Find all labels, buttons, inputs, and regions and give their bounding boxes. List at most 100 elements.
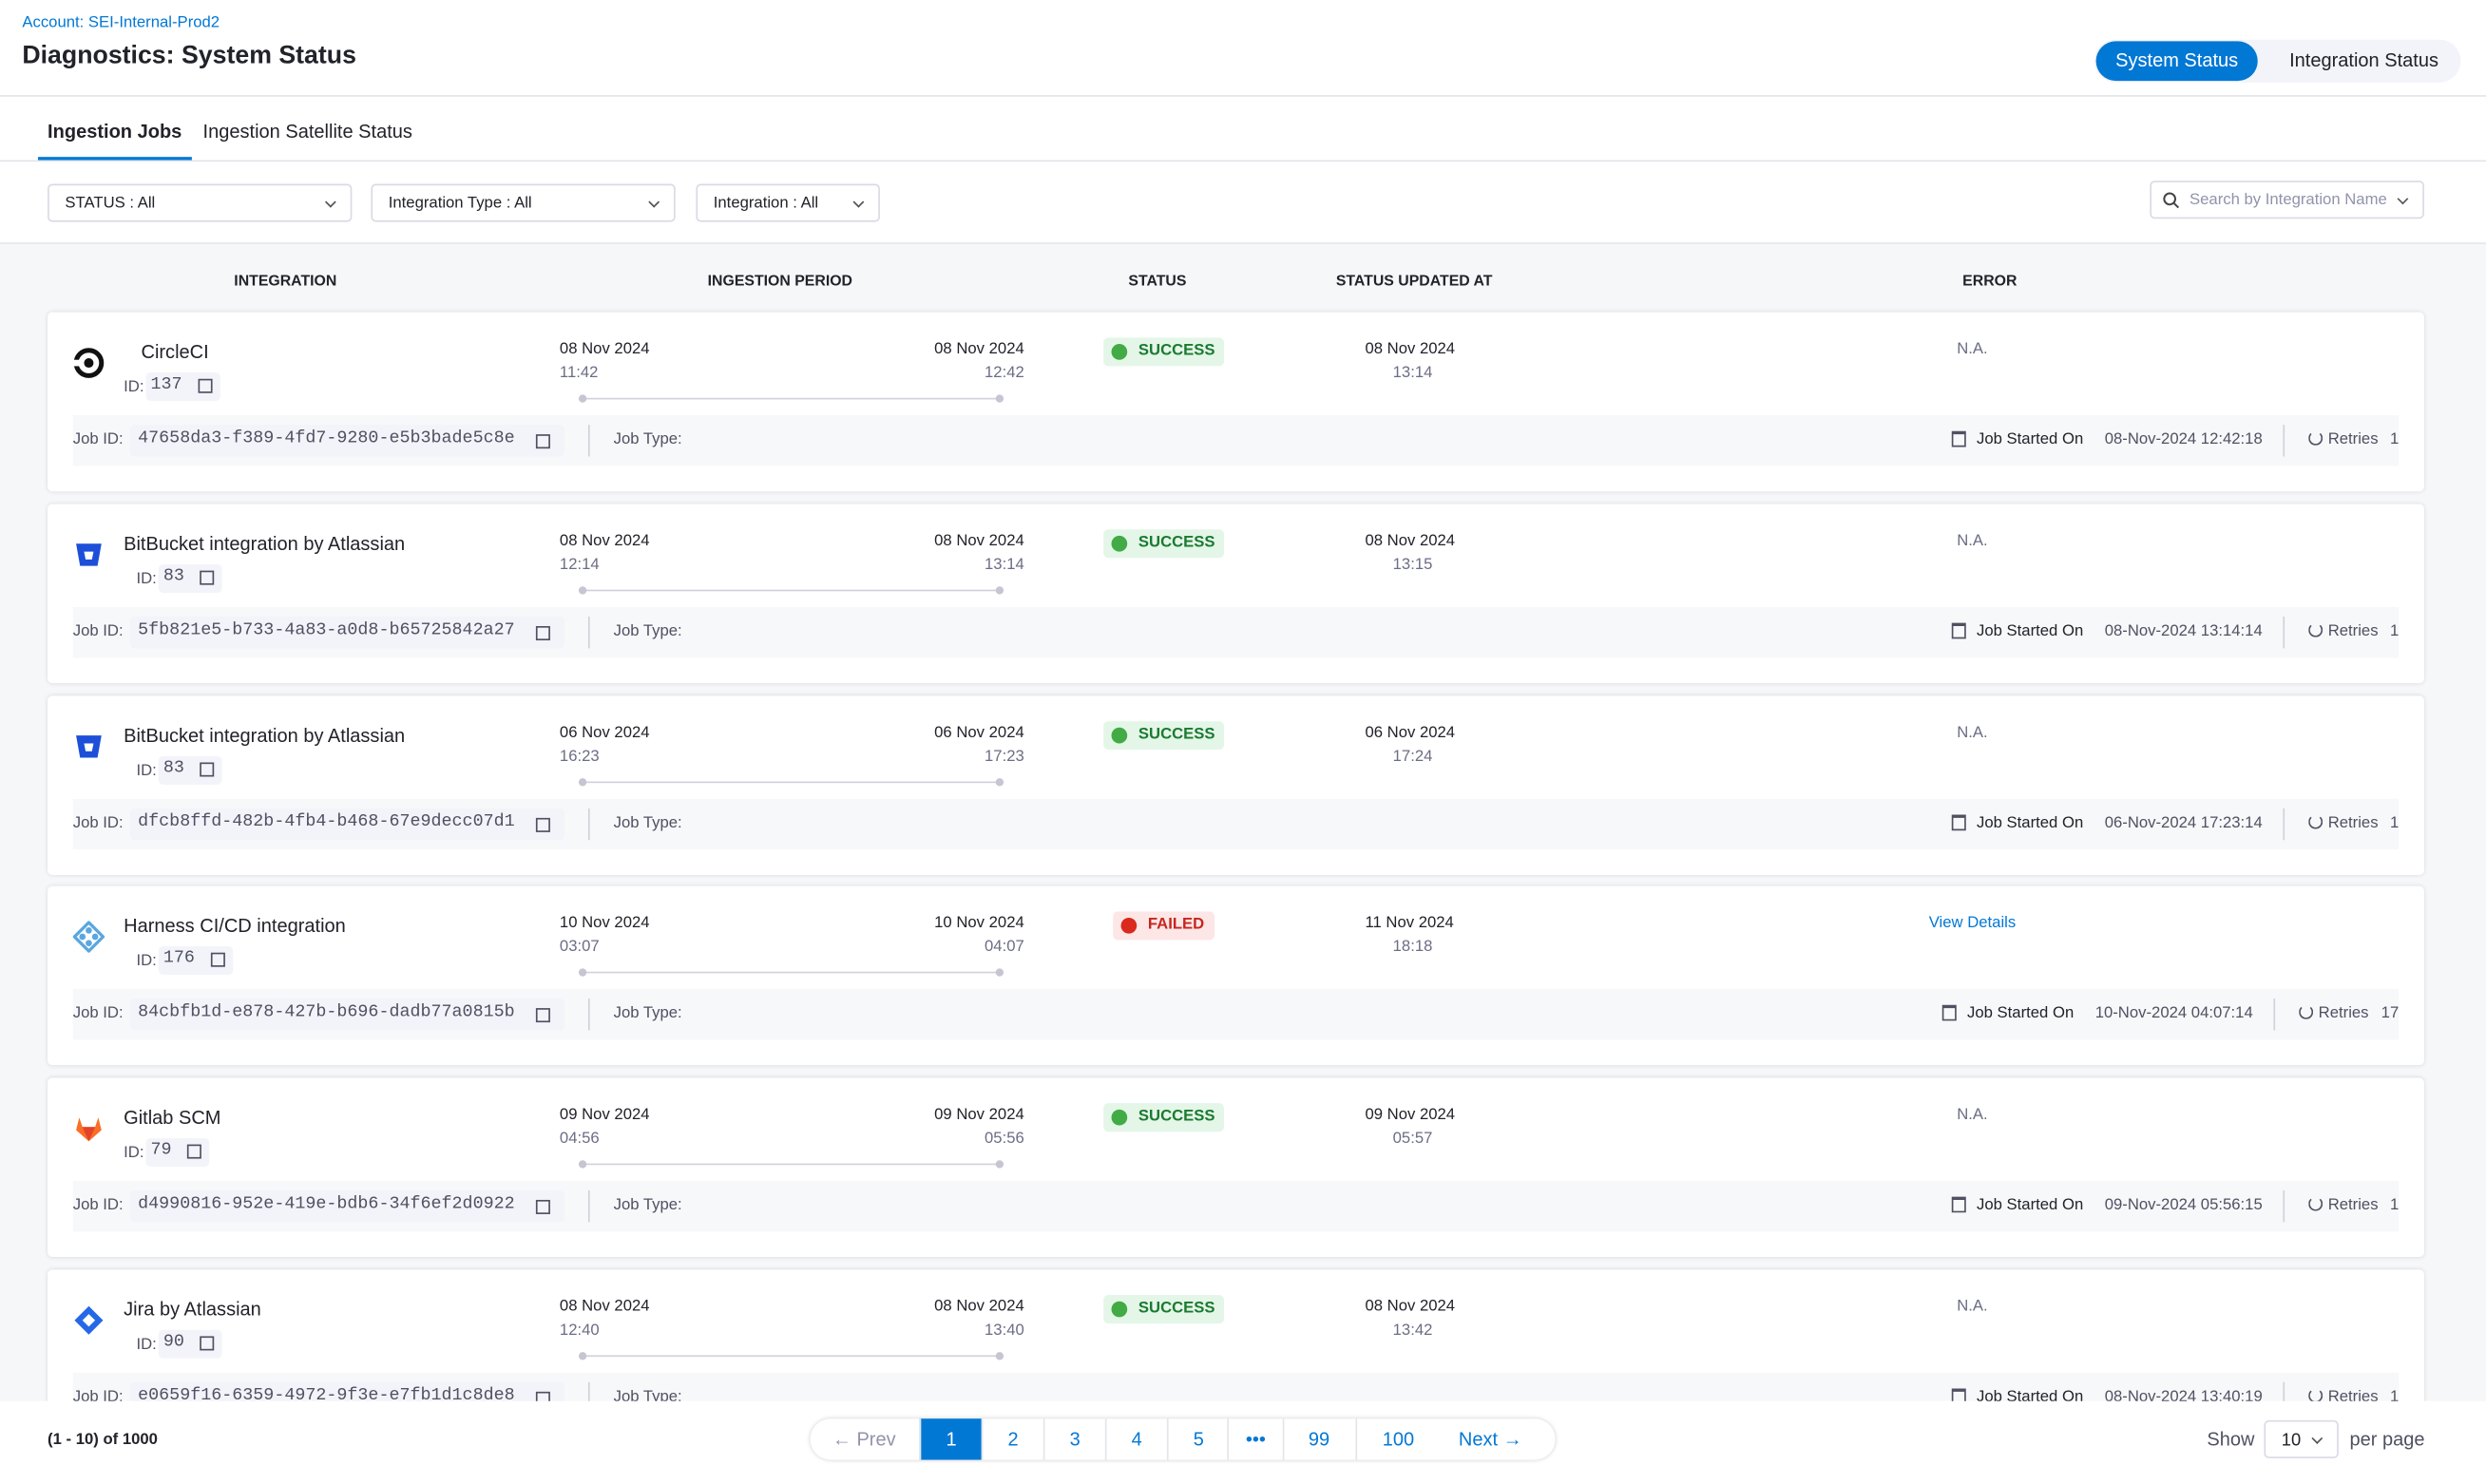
page-button[interactable]: 100 xyxy=(1355,1418,1439,1460)
divider xyxy=(2283,425,2285,457)
started-on: 09-Nov-2024 05:56:15 xyxy=(2104,1196,2263,1215)
id-value: 79 xyxy=(150,1141,172,1161)
integration-name: Harness CI/CD integration xyxy=(124,915,346,938)
integration-icon xyxy=(72,348,105,378)
job-id: 84cbfb1d-e878-427b-b696-dadb77a0815b xyxy=(138,1003,515,1023)
integration-name: BitBucket integration by Atlassian xyxy=(124,532,406,555)
job-id: d4990816-952e-419e-bdb6-34f6ef2d0922 xyxy=(138,1195,515,1215)
column-header: INTEGRATION xyxy=(234,272,337,291)
id-chip: 176 xyxy=(158,946,234,976)
job-id: dfcb8ffd-482b-4fb4-b468-67e9decc07d1 xyxy=(138,812,515,832)
toggle: System Status Integration Status xyxy=(2094,39,2461,83)
copy-icon xyxy=(535,1391,550,1401)
start-date: 09 Nov 2024 xyxy=(559,1106,650,1125)
calendar-icon xyxy=(1951,813,1966,830)
next-button[interactable]: Next → xyxy=(1458,1428,1522,1451)
divider xyxy=(587,999,590,1032)
job-card: Harness CI/CD integration ID: 176 10 Nov 20… xyxy=(48,886,2424,1066)
pagination-bar: (1 - 10) of 1000 ← Prev Next → Show 10 p… xyxy=(0,1400,2486,1484)
job-details: Job ID: dfcb8ffd-482b-4fb4-b468-67e9decc0… xyxy=(72,798,2399,849)
end-time: 13:40 xyxy=(985,1322,1024,1340)
page-button[interactable]: 3 xyxy=(1042,1418,1105,1460)
toggle-button[interactable]: Integration Status xyxy=(2289,48,2439,72)
end-date: 08 Nov 2024 xyxy=(934,340,1024,359)
integration-name: CircleCI xyxy=(141,340,209,364)
tab[interactable]: Ingestion Jobs xyxy=(38,97,192,161)
updated-time: 13:14 xyxy=(1392,364,1433,383)
start-date: 08 Nov 2024 xyxy=(559,532,650,550)
toggle-button[interactable]: System Status xyxy=(2095,41,2258,82)
page-button[interactable]: 5 xyxy=(1166,1418,1229,1460)
started-on-label: Job Started On xyxy=(1977,1196,2084,1215)
integration-icon xyxy=(74,1305,104,1335)
page-button[interactable]: 1 xyxy=(919,1418,982,1460)
filters: STATUS : All Integration Type : All Inte… xyxy=(0,162,2486,244)
status-icon xyxy=(1111,727,1128,743)
filter[interactable]: Integration Type : All xyxy=(371,183,676,222)
job-id-label: Job ID: xyxy=(72,1196,124,1215)
id-label: ID: xyxy=(136,761,157,780)
id-label: ID: xyxy=(136,1336,157,1354)
divider xyxy=(587,1190,590,1223)
column-header: STATUS UPDATED AT xyxy=(1335,272,1493,291)
integration-icon xyxy=(72,921,105,954)
copy-icon xyxy=(200,761,215,776)
search[interactable]: Search by Integration Name xyxy=(2150,181,2424,219)
end-date: 08 Nov 2024 xyxy=(934,1298,1024,1316)
retries-label: Retries xyxy=(2327,430,2379,449)
job-id-label: Job ID: xyxy=(72,430,124,449)
page-button[interactable]: 99 xyxy=(1282,1418,1354,1460)
period-bar xyxy=(582,1355,1001,1358)
id-value: 83 xyxy=(163,566,184,586)
started-on: 08-Nov-2024 12:42:18 xyxy=(2104,430,2263,449)
account[interactable]: Account: SEI-Internal-Prod2 xyxy=(22,14,220,32)
period-dot xyxy=(578,969,587,978)
copy-icon xyxy=(198,378,213,393)
status-icon xyxy=(1111,344,1128,360)
page-size[interactable]: 10 xyxy=(2264,1419,2339,1458)
start-time: 12:14 xyxy=(559,556,600,574)
period-dot xyxy=(995,1160,1004,1169)
started-on: 06-Nov-2024 17:23:14 xyxy=(2104,813,2263,832)
job-id-chip: 84cbfb1d-e878-427b-b696-dadb77a0815b xyxy=(129,999,564,1032)
period-dot xyxy=(578,585,587,595)
id-chip: 83 xyxy=(158,755,222,785)
filter[interactable]: Integration : All xyxy=(696,183,880,222)
job-type-label: Job Type: xyxy=(613,430,682,449)
search-placeholder: Search by Integration Name xyxy=(2190,191,2387,210)
copy-icon xyxy=(535,434,550,449)
period-dot xyxy=(578,1352,587,1360)
retries-value: 17 xyxy=(2381,1005,2400,1023)
retries-label: Retries xyxy=(2327,1388,2379,1401)
filter[interactable]: STATUS : All xyxy=(48,183,353,222)
retries-icon xyxy=(2299,1005,2314,1020)
page-button[interactable]: 2 xyxy=(981,1418,1043,1460)
tab[interactable]: Ingestion Satellite Status xyxy=(202,120,412,143)
page-title: Diagnostics: System Status xyxy=(22,43,356,70)
period-dot xyxy=(578,394,587,403)
end-time: 05:56 xyxy=(985,1130,1024,1149)
divider xyxy=(587,616,590,649)
prev-button[interactable]: ← Prev xyxy=(832,1428,896,1451)
end-date: 09 Nov 2024 xyxy=(934,1106,1024,1125)
job-card: CircleCI ID: 137 08 Nov 2024 11:42 08 Nov 202… xyxy=(48,312,2424,492)
status-icon xyxy=(1111,1301,1128,1318)
updated-date: 11 Nov 2024 xyxy=(1365,915,1454,933)
retries-icon xyxy=(2308,1388,2323,1401)
updated-date: 08 Nov 2024 xyxy=(1365,1298,1456,1316)
job-id: e0659f16-6359-4972-9f3e-e7fb1d1c8de8 xyxy=(138,1386,515,1401)
calendar-icon xyxy=(1951,1196,1966,1213)
error: N.A. xyxy=(1957,340,1988,359)
updated-time: 13:15 xyxy=(1392,556,1433,574)
page-button[interactable]: ••• xyxy=(1227,1418,1282,1460)
show-label: Show xyxy=(2207,1428,2255,1451)
period-dot xyxy=(995,394,1004,403)
retries-label: Retries xyxy=(2327,1196,2379,1215)
status-badge: FAILED xyxy=(1113,911,1214,941)
page-button[interactable]: 4 xyxy=(1104,1418,1167,1460)
job-id-chip: 5fb821e5-b733-4a83-a0d8-b65725842a27 xyxy=(129,616,564,649)
end-date: 10 Nov 2024 xyxy=(934,915,1024,933)
calendar-icon xyxy=(1941,1005,1957,1022)
end-time: 12:42 xyxy=(985,364,1024,383)
copy-icon xyxy=(186,1144,201,1159)
